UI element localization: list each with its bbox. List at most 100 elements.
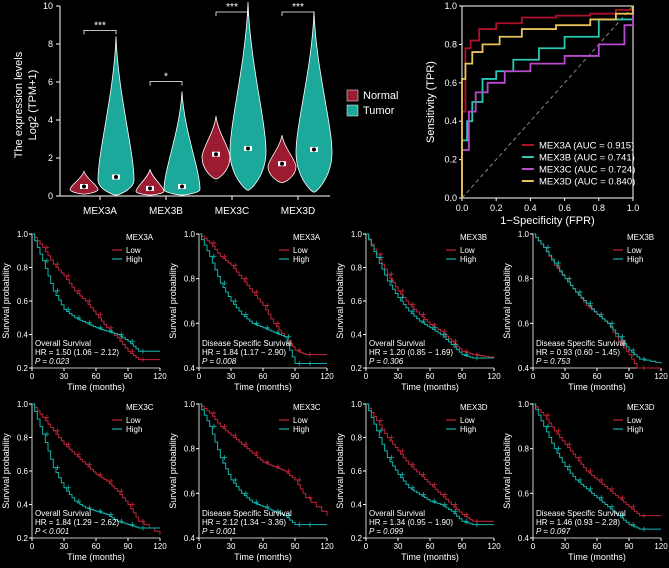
significance-label: *** (94, 20, 106, 31)
km-survival-type: Disease Specific Survival (202, 339, 292, 348)
km-survival-type: Overall Survival (35, 339, 91, 348)
km-y-label: Survival probability (502, 433, 512, 509)
km-censor-mark (620, 334, 626, 340)
km-censor-mark (588, 486, 594, 492)
km-censor-mark (442, 332, 448, 337)
significance-bracket (281, 11, 315, 16)
km-censor-mark (296, 347, 302, 353)
km-x-label: Time (months) (67, 382, 125, 392)
km-censor-mark (296, 477, 302, 483)
km-censor-mark (307, 361, 313, 367)
km-x-tick-label: 120 (320, 542, 334, 551)
km-x-tick-label: 120 (153, 542, 167, 551)
km-gene-label: MEX3D (627, 403, 655, 412)
km-y-tick-label: 0.8 (351, 264, 363, 273)
km-y-tick-label: 0.4 (518, 364, 530, 373)
km-x-label: Time (months) (234, 382, 292, 392)
violin-x-tick-label: MEX3A (83, 206, 117, 217)
km-censor-mark (44, 258, 50, 264)
violin-y-tick-label: 2 (48, 153, 53, 163)
km-y-tick-label: 1.0 (351, 400, 363, 409)
km-y-tick-label: 0.8 (351, 434, 363, 443)
km-censor-mark (399, 471, 405, 477)
violin-tumor (295, 11, 333, 193)
km-p-value: P = 0.753 (536, 357, 571, 366)
km-x-label: Time (months) (234, 552, 292, 562)
km-y-tick-label: 0.8 (184, 445, 196, 454)
km-censor-mark (641, 356, 647, 362)
km-censor-mark (410, 301, 416, 307)
km-censor-mark (44, 431, 50, 437)
km-hazard-ratio: HR = 1.46 (0.93 − 2.28) (536, 518, 620, 527)
km-x-tick-label: 30 (227, 542, 236, 551)
km-gene-label: MEX3D (460, 403, 488, 412)
km-censor-mark (545, 412, 551, 418)
km-curve-high (366, 403, 494, 526)
km-censor-mark (211, 253, 217, 259)
legend-label-normal: Normal (363, 90, 398, 102)
km-y-tick-label: 0.6 (184, 489, 196, 498)
km-survival-type: Disease Specific Survival (536, 339, 626, 348)
km-censor-mark (97, 508, 103, 514)
km-censor-mark (44, 414, 50, 420)
km-censor-mark (630, 504, 636, 510)
km-censor-mark (44, 244, 50, 250)
km-censor-mark (140, 348, 146, 354)
km-censor-mark (119, 488, 125, 494)
km-censor-mark (421, 471, 427, 477)
km-censor-mark (65, 273, 71, 279)
km-panel-4: 0.4 0.6 0.8 1.0 0 30 60 90 120 Time (months) Survi… (502, 230, 668, 392)
km-censor-mark (55, 261, 61, 267)
km-x-tick-label: 120 (487, 542, 501, 551)
km-censor-mark (609, 320, 615, 326)
km-hazard-ratio: HR = 1.84 (1.29 − 2.62) (35, 518, 119, 527)
roc-y-tick-label: 0.8 (444, 39, 457, 49)
km-censor-mark (65, 485, 71, 491)
km-censor-mark (577, 455, 583, 461)
km-censor-mark (55, 288, 61, 294)
violin-normal (135, 169, 165, 196)
km-censor-mark (119, 332, 125, 337)
km-censor-mark (620, 513, 626, 519)
violin-median-point (214, 152, 218, 157)
km-censor-mark (378, 428, 384, 434)
km-panel-1: 0.2 0.4 0.6 0.8 1.0 0 30 60 90 120 Time (months) Su… (1, 230, 167, 392)
roc-legend-label: MEX3D (AUC = 0.840) (539, 177, 635, 188)
km-panel-5: 0.2 0.4 0.6 0.8 1.0 0 30 60 90 120 Time (months) Su… (1, 400, 167, 562)
km-hazard-ratio: HR = 1.84 (1.17 − 2.90) (202, 348, 286, 357)
km-censor-mark (264, 504, 270, 510)
km-p-value: P = 0.306 (369, 357, 404, 366)
km-hazard-ratio: HR = 2.12 (1.34 − 3.36) (202, 518, 286, 527)
km-p-value: P = 0.001 (202, 527, 236, 536)
km-censor-mark (598, 311, 604, 317)
violin-normal (267, 135, 297, 184)
km-censor-mark (431, 481, 437, 487)
km-censor-mark (389, 271, 395, 277)
km-hazard-ratio: HR = 1.34 (0.95 − 1.90) (369, 518, 453, 527)
km-hazard-ratio: HR = 1.20 (0.85 − 1.69) (369, 348, 453, 357)
km-y-tick-label: 0.2 (351, 534, 363, 543)
violin-y-label-2: Log2 (TPM+1) (27, 70, 39, 141)
violin-y-tick-label: 10 (43, 1, 53, 11)
km-x-tick-label: 120 (320, 372, 334, 381)
km-censor-mark (140, 525, 146, 531)
km-x-tick-label: 120 (487, 372, 501, 381)
km-curve-high (32, 233, 160, 352)
km-survival-type: Disease Specific Survival (536, 509, 626, 518)
km-y-tick-label: 0.4 (184, 534, 196, 543)
violin-x-tick-label: MEX3D (281, 206, 315, 217)
km-x-label: Time (months) (401, 552, 459, 562)
km-p-value: P < 0.001 (35, 527, 69, 536)
km-censor-mark (410, 485, 416, 491)
km-censor-mark (463, 352, 469, 358)
km-curve-high (533, 403, 661, 530)
km-y-tick-label: 0.6 (351, 297, 363, 306)
km-censor-mark (307, 495, 313, 501)
violin-median-point (114, 175, 118, 179)
km-curve-low (32, 403, 161, 535)
km-censor-mark (222, 253, 228, 259)
km-legend-label-low: Low (460, 246, 475, 255)
km-x-tick-label: 0 (531, 542, 536, 551)
km-legend-label-high: High (627, 425, 643, 434)
